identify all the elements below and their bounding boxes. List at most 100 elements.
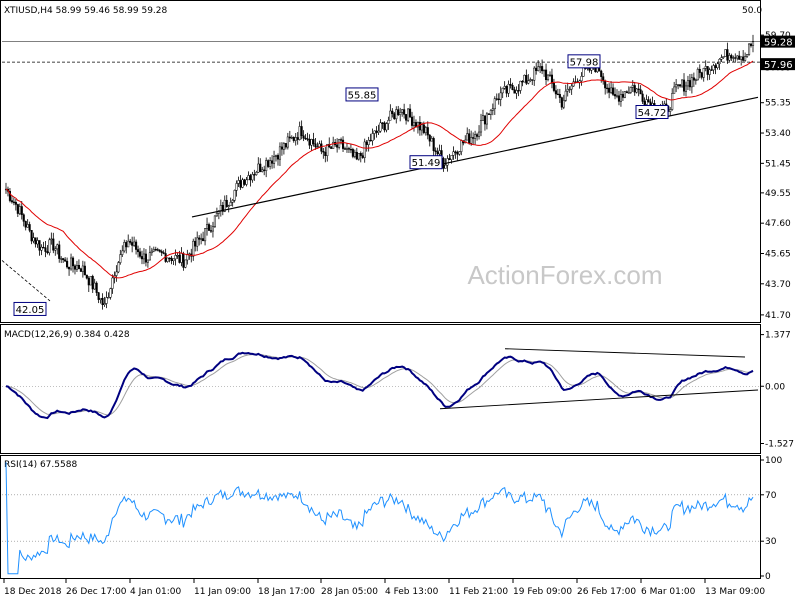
price-annotation-box: [635, 105, 669, 120]
candle-body: [95, 282, 98, 293]
macd-upper-trendline: [504, 348, 746, 358]
candle-body: [160, 251, 163, 253]
candle-body: [525, 74, 528, 84]
candle-body: [274, 155, 278, 157]
candle-body: [533, 67, 536, 81]
candle-body: [710, 69, 713, 71]
candle-body: [367, 139, 370, 145]
candle-body: [172, 258, 175, 261]
macd-y-tick-label: 1.377: [765, 331, 791, 341]
candle-body: [284, 143, 287, 148]
candle-body: [304, 137, 307, 140]
candle-body: [310, 139, 313, 146]
candle-body: [30, 230, 33, 242]
candle-body: [158, 249, 161, 252]
candle-body: [487, 113, 490, 115]
candle-body: [205, 224, 209, 229]
candle-body: [340, 139, 343, 141]
candle-body: [223, 199, 226, 212]
candle-body: [22, 214, 25, 222]
candle-body: [68, 266, 71, 270]
candle-body: [690, 77, 693, 88]
candle-body: [405, 114, 408, 121]
candle-body: [77, 265, 80, 269]
candle-body: [476, 134, 479, 137]
candle-body: [213, 215, 216, 227]
candle-body: [629, 87, 632, 93]
candle-body: [198, 237, 201, 240]
candle-body: [708, 69, 711, 75]
candle-body: [302, 135, 305, 139]
candle-body: [314, 143, 317, 148]
candle-body: [702, 68, 705, 78]
candle-body: [738, 55, 741, 60]
candle-body: [448, 158, 451, 160]
candle-body: [330, 146, 333, 149]
candle-body: [273, 156, 276, 164]
candle-body: [371, 133, 374, 142]
candle-body: [537, 66, 540, 71]
candle-body: [692, 77, 695, 81]
x-tick-label: 18 Jan 17:00: [258, 587, 315, 597]
candle-body: [91, 276, 94, 290]
candle-body: [748, 43, 751, 55]
candle-body: [568, 88, 571, 91]
candle-body: [554, 90, 557, 95]
candle-body: [552, 83, 555, 91]
candle-body: [269, 160, 272, 167]
candle-body: [89, 276, 92, 286]
candle-body: [481, 115, 485, 121]
candle-body: [85, 274, 88, 279]
candle-body: [694, 79, 697, 81]
candle-body: [564, 90, 567, 101]
candle-body: [83, 265, 86, 276]
candle-body: [604, 80, 607, 89]
candle-body: [137, 249, 140, 253]
candle-body: [673, 86, 676, 94]
candle-body: [326, 143, 329, 156]
candle-body: [81, 265, 84, 272]
candle-body: [247, 175, 250, 181]
candle-body: [483, 115, 486, 125]
candle-body: [677, 84, 680, 86]
candle-body: [336, 144, 339, 148]
candle-body: [12, 201, 15, 203]
candle-body: [66, 260, 69, 268]
candle-body: [290, 137, 293, 139]
rsi-line: [5, 462, 754, 575]
candle-body: [14, 201, 17, 205]
candle-body: [434, 150, 437, 152]
candle-body: [294, 137, 297, 141]
candle-body: [318, 143, 321, 148]
candle-body: [399, 112, 402, 115]
price-y-tick-label: 49.55: [765, 189, 791, 199]
candle-body: [416, 122, 419, 128]
x-tick-label: 26 Feb 17:00: [577, 587, 636, 597]
candle-body: [600, 70, 603, 77]
candle-body: [594, 67, 597, 72]
candle-body: [582, 67, 585, 77]
candle-body: [706, 66, 709, 75]
candle-body: [99, 297, 102, 300]
candle-body: [397, 109, 400, 115]
price-annotation-box: [567, 54, 601, 69]
candle-body: [572, 81, 575, 87]
candle-body: [71, 257, 75, 267]
candle-body: [669, 109, 672, 112]
candle-body: [732, 57, 735, 59]
price-y-tick-label: 41.70: [765, 311, 791, 321]
candle-body: [412, 122, 416, 126]
candle-body: [744, 56, 747, 61]
candle-body: [458, 151, 461, 155]
candle-body: [135, 241, 138, 250]
candle-body: [150, 250, 153, 253]
candle-body: [679, 84, 682, 87]
candle-body: [410, 116, 414, 126]
candle-body: [393, 113, 396, 120]
candle-body: [261, 169, 264, 172]
candle-body: [428, 134, 431, 142]
candle-body: [627, 92, 630, 94]
candle-body: [432, 138, 435, 151]
price-tag-box: [761, 35, 795, 48]
